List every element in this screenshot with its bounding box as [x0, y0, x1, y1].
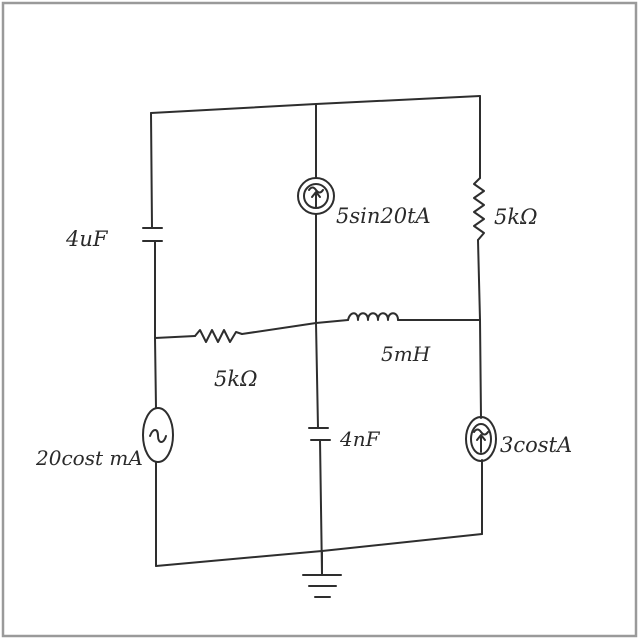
resistor-middle: [194, 329, 243, 343]
wire-middle-lower: [315, 322, 323, 576]
wire-bottom: [155, 533, 483, 567]
label-inductor: 5mH: [381, 342, 431, 366]
label-cap-middle: 4nF: [339, 427, 381, 451]
wire-mid-center: [241, 319, 349, 335]
voltage-source-left: [142, 407, 174, 463]
label-cap-left: 4uF: [65, 227, 109, 251]
wire-right-upper: [477, 95, 481, 321]
inductor: [347, 312, 399, 321]
capacitor-middle: [308, 427, 331, 441]
resistor-right: [473, 177, 485, 241]
wire-mid-left: [154, 335, 196, 339]
wire-left-upper: [150, 112, 156, 339]
wire-left-lower: [154, 337, 157, 567]
ground-symbol: [302, 550, 342, 598]
label-src-left: 20cost mA: [35, 446, 143, 470]
current-source-middle: [297, 177, 335, 215]
current-source-right: [465, 416, 497, 462]
label-src-right: 3costA: [500, 433, 572, 457]
label-res-middle: 5kΩ: [214, 367, 258, 391]
label-res-right: 5kΩ: [494, 205, 538, 229]
wire-right-lower: [479, 319, 483, 535]
label-src-middle: 5sin20tA: [336, 204, 431, 228]
capacitor-left: [142, 227, 163, 242]
